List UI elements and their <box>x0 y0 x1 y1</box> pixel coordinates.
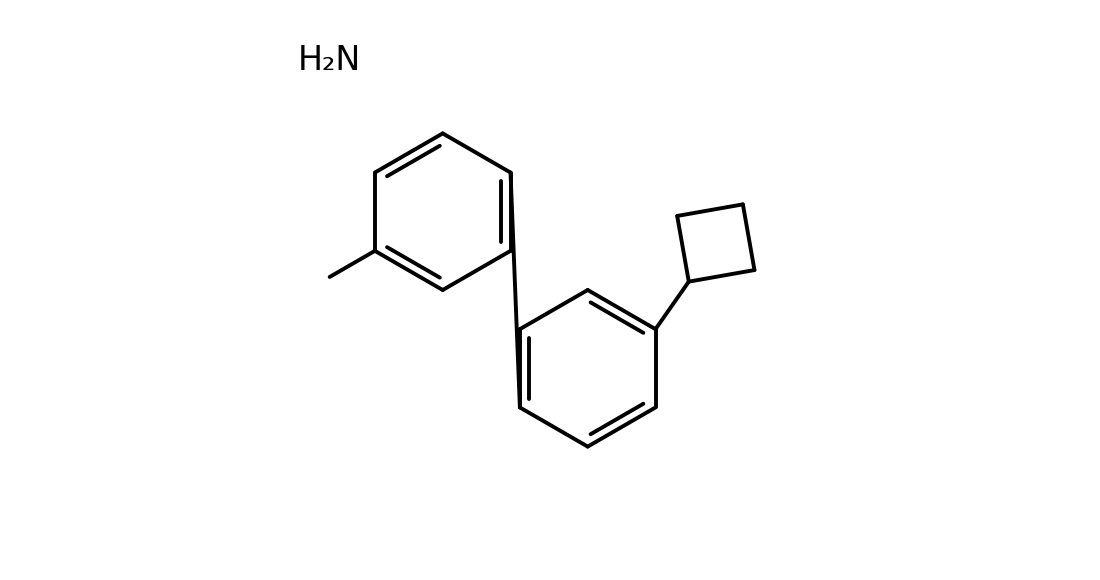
Text: H₂N: H₂N <box>298 45 361 77</box>
